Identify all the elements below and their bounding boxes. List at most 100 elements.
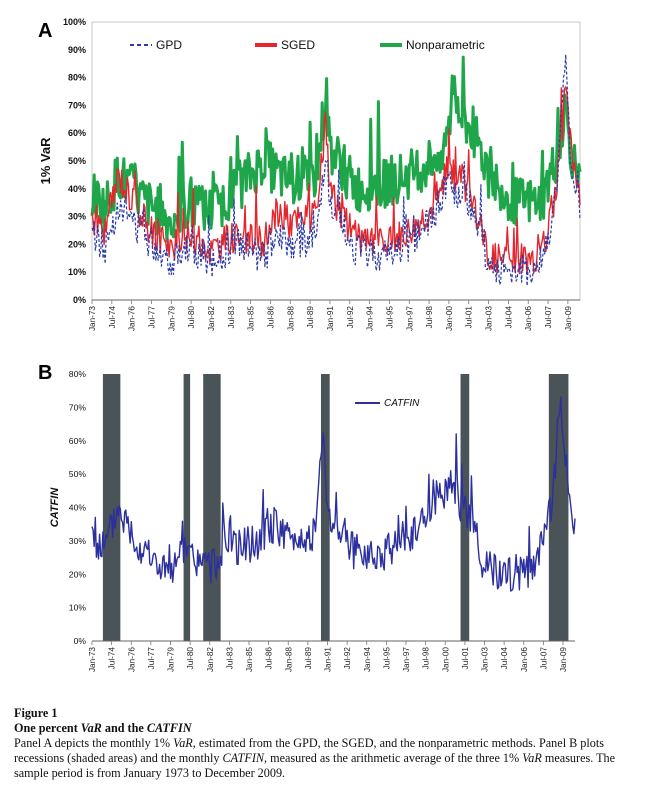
x-tick-label: Jul-07 bbox=[539, 647, 548, 670]
recession-band bbox=[460, 374, 470, 641]
y-tick-label: 10% bbox=[69, 603, 87, 613]
x-tick-label: Jul-01 bbox=[465, 306, 474, 329]
legend-label: Nonparametric bbox=[406, 38, 485, 52]
x-tick-label: Jul-86 bbox=[265, 647, 274, 670]
x-tick-label: Jan-73 bbox=[88, 306, 97, 331]
series-line-catfin bbox=[91, 396, 576, 592]
x-tick-label: Jan-97 bbox=[402, 647, 411, 672]
legend-label: CATFIN bbox=[384, 398, 420, 409]
x-tick-label: Jan-03 bbox=[481, 647, 490, 672]
panel-a-letter: A bbox=[38, 20, 53, 42]
caption-text: VaR bbox=[522, 751, 542, 765]
x-tick-label: Jul-04 bbox=[504, 306, 513, 329]
x-tick-label: Jul-77 bbox=[147, 647, 156, 670]
x-tick-label: Jul-80 bbox=[186, 647, 195, 670]
x-tick-label: Jan-94 bbox=[363, 647, 372, 672]
y-axis-label: CATFIN bbox=[49, 487, 61, 528]
x-tick-label: Jan-88 bbox=[284, 647, 293, 672]
x-tick-label: Jan-00 bbox=[441, 647, 450, 672]
y-tick-label: 0% bbox=[74, 636, 87, 646]
x-tick-label: Jul-83 bbox=[227, 306, 236, 329]
var-chart: 0% 10% 20% 30% 40% 50% 60% 70% 80% 90% 100% 1% VaR G… bbox=[38, 17, 582, 331]
recession-band bbox=[203, 374, 221, 641]
y-tick-label: 30% bbox=[69, 536, 87, 546]
y-tick-label: 40% bbox=[69, 503, 87, 513]
caption-text: CATFIN bbox=[222, 751, 265, 765]
x-tick-label: Jan-03 bbox=[485, 306, 494, 331]
caption-text: VaR bbox=[173, 736, 193, 750]
x-tick-label: Jan-76 bbox=[127, 647, 136, 672]
x-tick-label: Jul-92 bbox=[343, 647, 352, 670]
caption-text: measures. The sample period is from Janu… bbox=[14, 751, 616, 780]
y-tick-label: 50% bbox=[68, 156, 86, 166]
x-tick-label: Jul-07 bbox=[544, 306, 553, 329]
x-tick-label: Jul-74 bbox=[108, 306, 117, 329]
x-tick-label: Jan-79 bbox=[167, 306, 176, 331]
title-part: One percent bbox=[14, 721, 81, 735]
x-tick-label: Jul-89 bbox=[306, 306, 315, 329]
title-part: and the bbox=[101, 721, 147, 735]
y-tick-label: 20% bbox=[69, 569, 87, 579]
x-tick-label: Jan-91 bbox=[326, 306, 335, 331]
x-tick-label: Jan-85 bbox=[245, 647, 254, 672]
x-tick-label: Jan-76 bbox=[128, 306, 137, 331]
x-tick-label: Jul-04 bbox=[500, 647, 509, 670]
series-line-gpd bbox=[91, 54, 581, 287]
x-tick-label: Jul-86 bbox=[266, 306, 275, 329]
title-part: VaR bbox=[80, 721, 102, 735]
y-tick-label: 0% bbox=[73, 295, 86, 305]
x-tick-label: Jan-88 bbox=[286, 306, 295, 331]
x-tick-label: Jan-06 bbox=[520, 647, 529, 672]
caption-text: , measured as the arithmetic average of … bbox=[264, 751, 523, 765]
y-tick-label: 10% bbox=[68, 267, 86, 277]
y-tick-label: 60% bbox=[68, 128, 86, 138]
x-tick-label: Jan-00 bbox=[445, 306, 454, 331]
y-tick-label: 40% bbox=[68, 184, 86, 194]
x-tick-label: Jan-94 bbox=[366, 306, 375, 331]
series-line-sged bbox=[91, 86, 581, 275]
x-tick-label: Jan-09 bbox=[559, 647, 568, 672]
y-tick-label: 50% bbox=[69, 469, 87, 479]
x-tick-label: Jul-01 bbox=[461, 647, 470, 670]
catfin-chart: 0% 10% 20% 30% 40% 50% 60% 70% 80% CATFIN CATFIN Ja… bbox=[49, 369, 576, 672]
y-tick-label: 30% bbox=[68, 212, 86, 222]
recession-band bbox=[183, 374, 191, 641]
x-tick-label: Jan-97 bbox=[405, 306, 414, 331]
y-tick-label: 70% bbox=[69, 402, 87, 412]
y-tick-label: 80% bbox=[68, 73, 86, 83]
x-tick-label: Jan-82 bbox=[206, 647, 215, 672]
x-tick-label: Jan-82 bbox=[207, 306, 216, 331]
y-tick-label: 80% bbox=[69, 369, 87, 379]
y-tick-label: 70% bbox=[68, 100, 86, 110]
x-tick-label: Jul-83 bbox=[225, 647, 234, 670]
x-tick-label: Jan-06 bbox=[524, 306, 533, 331]
figure-caption: Figure 1 One percent VaR and the CATFIN … bbox=[14, 706, 639, 781]
figure-description: Panel A depicts the monthly 1% VaR, esti… bbox=[14, 736, 639, 781]
y-tick-label: 20% bbox=[68, 239, 86, 249]
recession-band bbox=[320, 374, 330, 641]
x-tick-label: Jan-85 bbox=[247, 306, 256, 331]
x-tick-label: Jul-89 bbox=[304, 647, 313, 670]
legend-label: SGED bbox=[281, 38, 315, 52]
y-tick-label: 90% bbox=[68, 45, 86, 55]
series-line-nonparametric bbox=[90, 55, 582, 243]
figure-title: One percent VaR and the CATFIN bbox=[14, 721, 639, 736]
y-axis-label: 1% VaR bbox=[38, 137, 53, 185]
recession-band bbox=[102, 374, 121, 641]
x-tick-label: Jan-09 bbox=[564, 306, 573, 331]
x-tick-label: Jan-79 bbox=[167, 647, 176, 672]
x-tick-label: Jan-73 bbox=[88, 647, 97, 672]
panel-b-letter: B bbox=[38, 362, 53, 384]
x-tick-label: Jul-80 bbox=[187, 306, 196, 329]
x-tick-label: Jul-98 bbox=[425, 306, 434, 329]
caption-text: , estimated from the GPD, the SGED, and … bbox=[14, 736, 605, 765]
legend-label: GPD bbox=[156, 38, 182, 52]
title-part: CATFIN bbox=[146, 721, 192, 735]
x-tick-label: Jul-95 bbox=[382, 647, 391, 670]
x-tick-label: Jul-77 bbox=[147, 306, 156, 329]
x-tick-label: Jul-95 bbox=[385, 306, 394, 329]
x-tick-label: Jan-91 bbox=[324, 647, 333, 672]
y-tick-label: 60% bbox=[69, 436, 87, 446]
figure-number: Figure 1 bbox=[14, 706, 58, 720]
x-tick-label: Jul-92 bbox=[346, 306, 355, 329]
